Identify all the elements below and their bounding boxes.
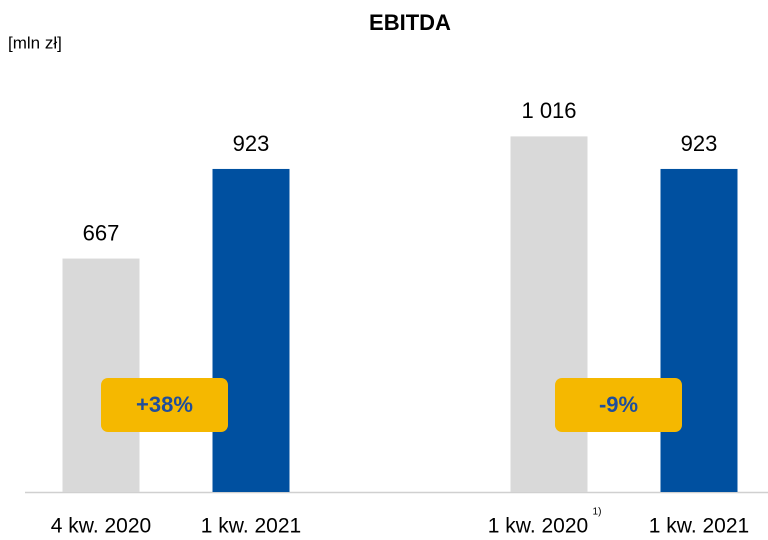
x-tick-label: 1 kw. 2021 [649,515,749,538]
change-label: +38% [136,392,193,417]
x-tick-label: 4 kw. 2020 [51,515,151,538]
x-tick-label: 1 kw. 2021 [201,515,301,538]
value-label: 667 [83,220,120,245]
value-label: 1 016 [521,98,576,123]
value-label: 923 [681,131,718,156]
bar [212,168,290,492]
change-badge [555,378,682,432]
unit-label: [mln zł] [8,33,62,52]
x-tick-label: 1 kw. 2020 [488,515,588,538]
change-badge [101,378,228,432]
bar [510,136,588,492]
change-label: -9% [599,392,638,417]
footnote-marker: 1) [593,507,602,518]
bar [660,168,738,492]
bar [62,258,140,492]
chart-title: EBITDA [369,10,451,35]
value-label: 923 [233,131,270,156]
